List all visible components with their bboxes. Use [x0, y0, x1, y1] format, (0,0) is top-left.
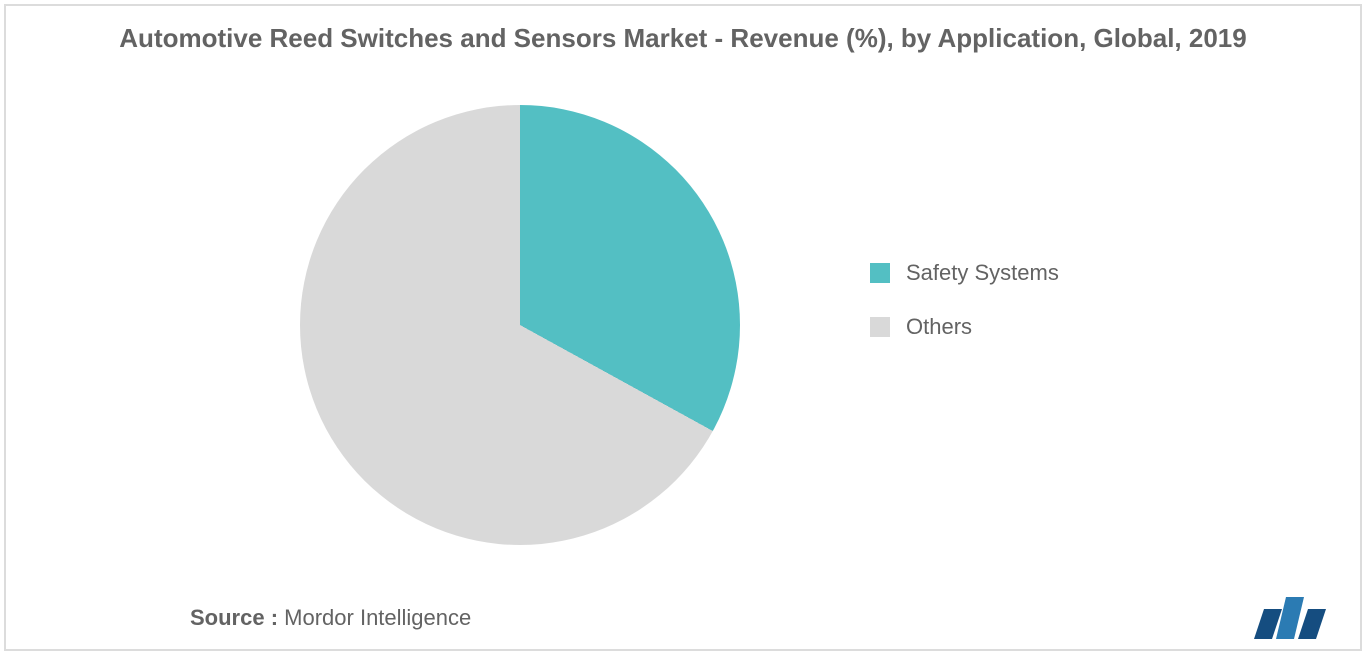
source-line: Source : Mordor Intelligence — [190, 605, 471, 631]
chart-title: Automotive Reed Switches and Sensors Mar… — [0, 22, 1366, 55]
legend-item: Safety Systems — [870, 260, 1059, 286]
source-value: Mordor Intelligence — [284, 605, 471, 630]
legend-swatch-icon — [870, 263, 890, 283]
legend-swatch-icon — [870, 317, 890, 337]
legend-label: Others — [906, 314, 972, 340]
chart-legend: Safety Systems Others — [870, 260, 1059, 368]
source-label: Source : — [190, 605, 278, 630]
pie-chart — [300, 105, 740, 545]
legend-label: Safety Systems — [906, 260, 1059, 286]
legend-item: Others — [870, 314, 1059, 340]
mordor-logo-icon — [1252, 595, 1330, 641]
pie-slices — [300, 105, 740, 545]
